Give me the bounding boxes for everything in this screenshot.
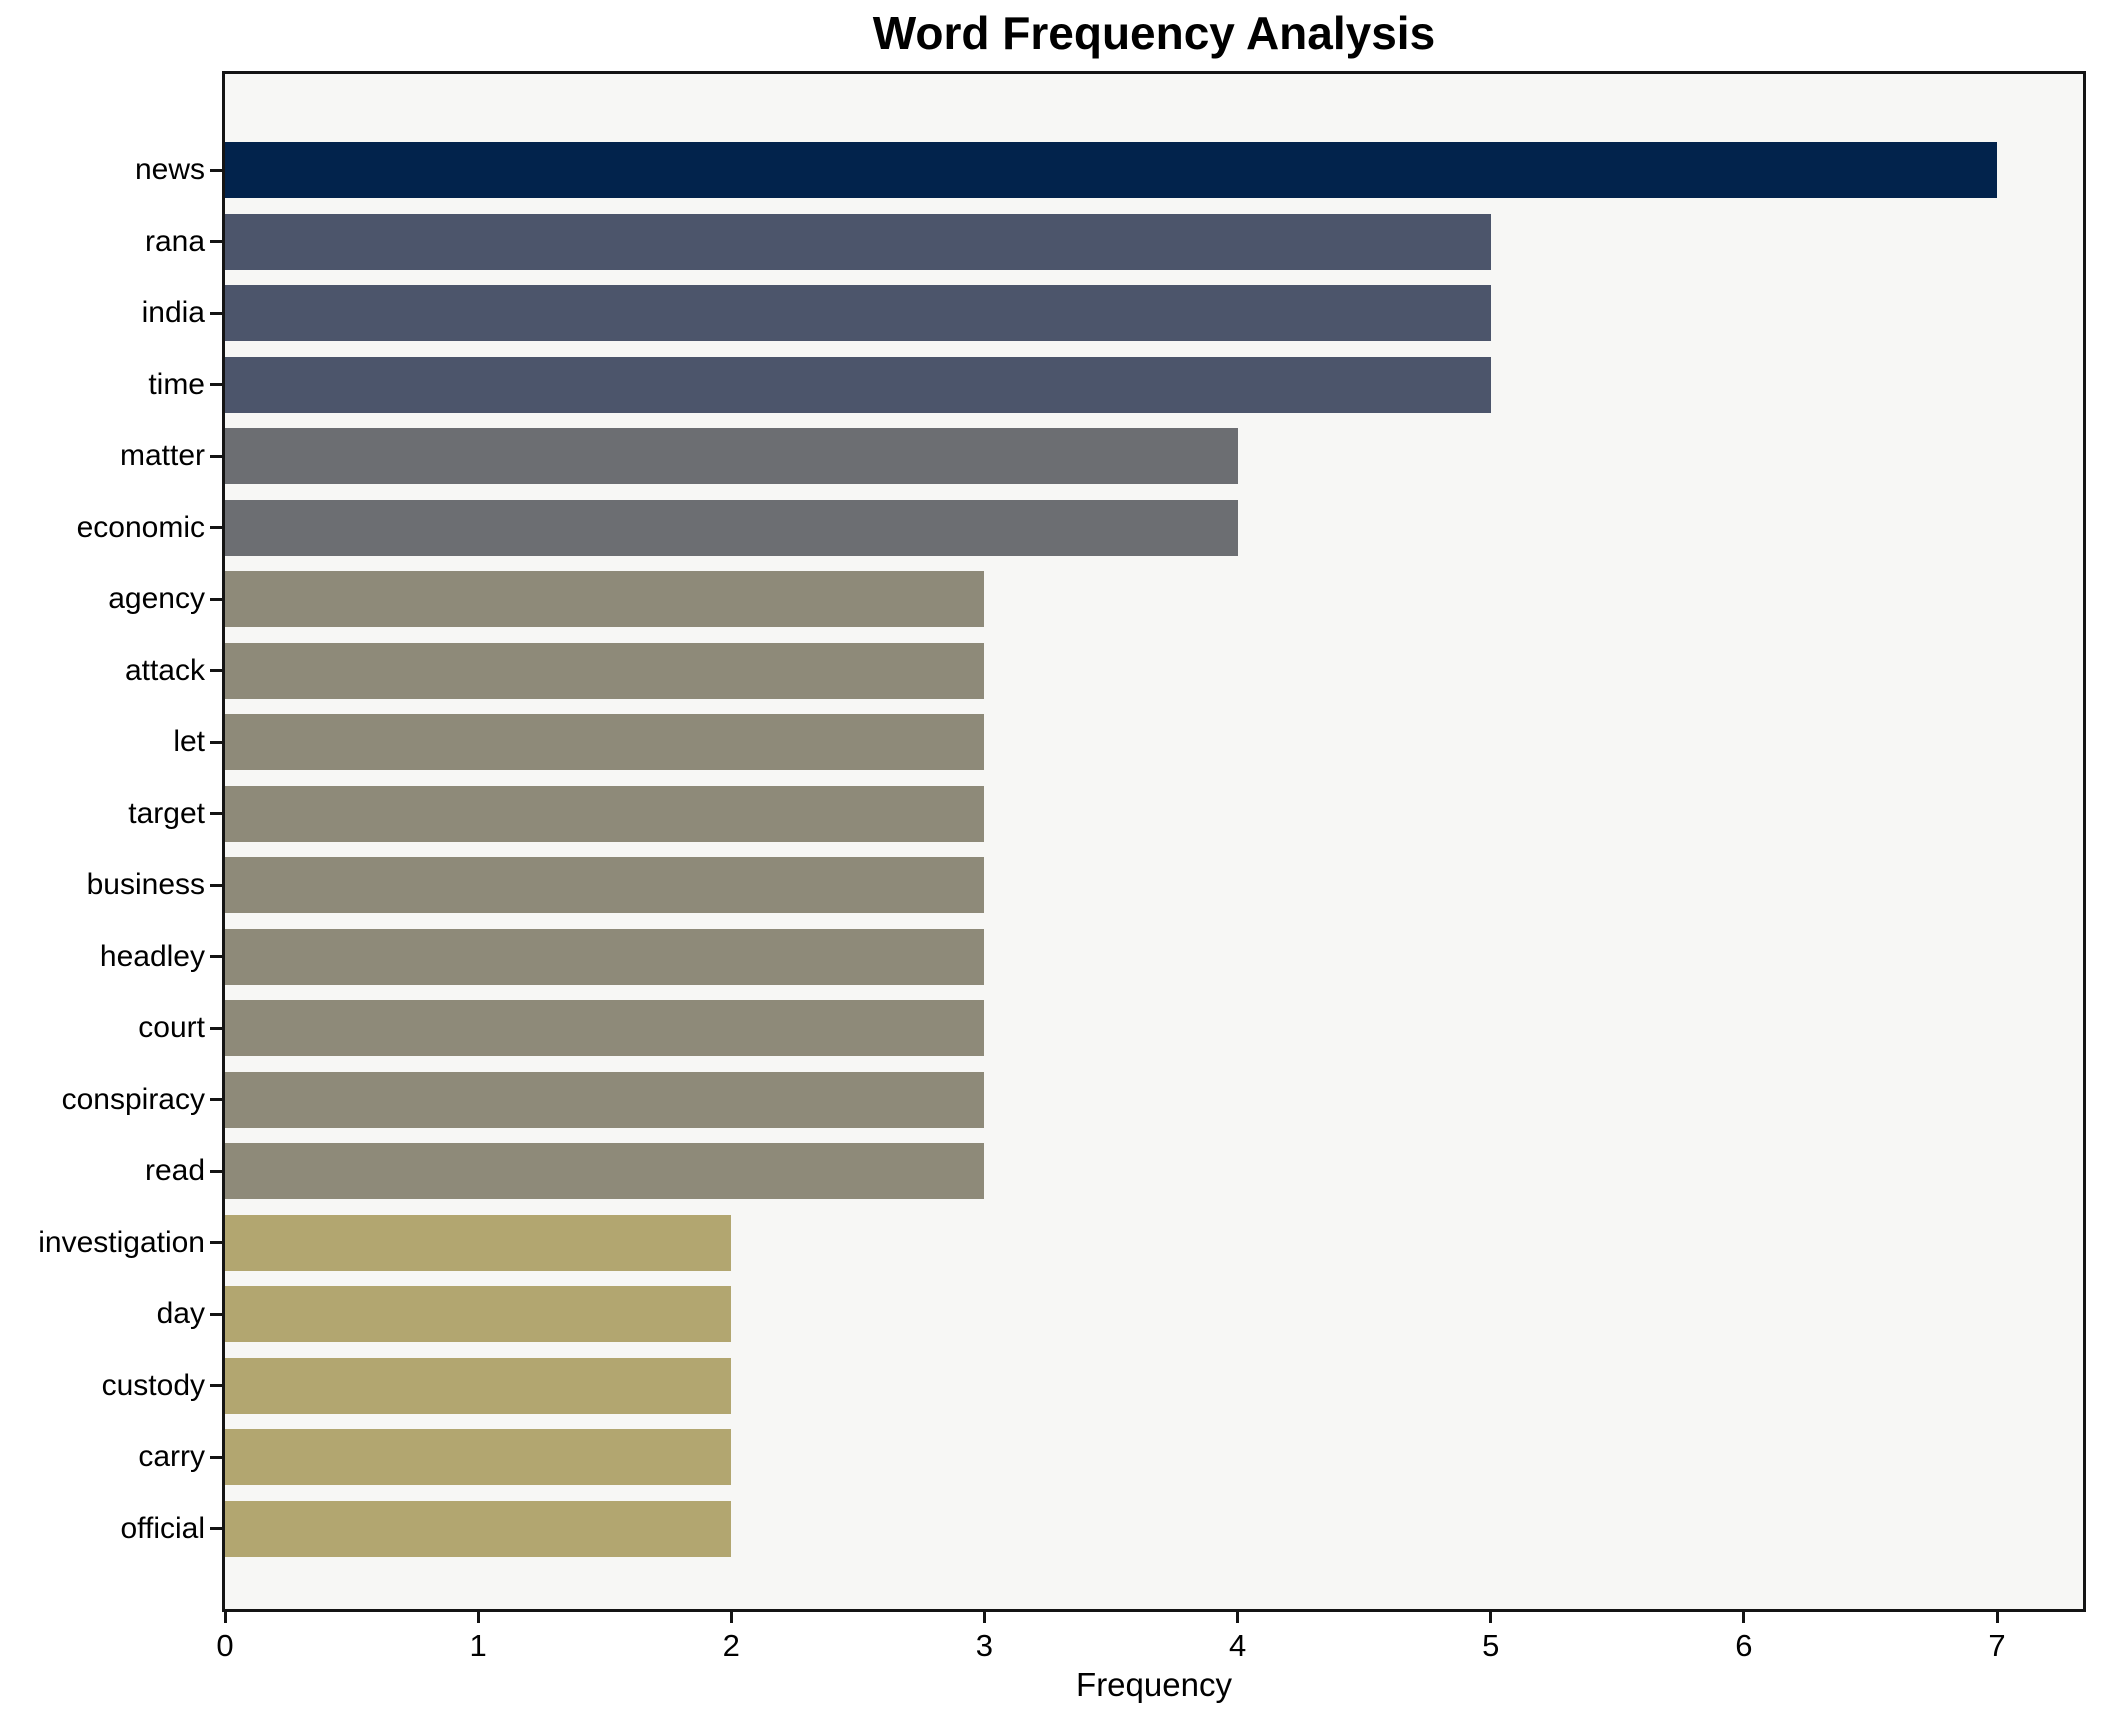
bar-time — [225, 356, 1491, 413]
y-tick-label-target: target — [128, 796, 205, 830]
y-tick-mark-rana — [210, 240, 222, 243]
y-tick-label-day: day — [156, 1297, 205, 1330]
y-tick-label-matter: matter — [119, 439, 205, 472]
x-axis-label: Frequency — [1076, 1666, 1232, 1703]
x-tick-mark-7 — [1995, 1612, 1999, 1623]
x-tick-label-3: 3 — [975, 1628, 994, 1663]
bar-day — [225, 1286, 731, 1342]
y-tick-mark-business — [210, 883, 222, 887]
y-tick-mark-custody — [210, 1384, 222, 1387]
x-tick-label-6: 6 — [1735, 1628, 1753, 1663]
x-tick-label-2: 2 — [722, 1628, 740, 1663]
y-tick-label-rana: rana — [144, 224, 205, 258]
x-tick-mark-2 — [729, 1612, 733, 1623]
y-tick-mark-agency — [210, 597, 222, 601]
y-tick-mark-conspiracy — [210, 1098, 222, 1101]
y-tick-mark-carry — [210, 1455, 222, 1459]
bar-headley — [225, 928, 984, 985]
y-tick-mark-target — [210, 812, 222, 815]
y-tick-mark-investigation — [210, 1241, 222, 1244]
bar-target — [225, 785, 984, 842]
x-tick-mark-5 — [1489, 1612, 1493, 1623]
y-tick-label-custody: custody — [101, 1368, 205, 1402]
bar-conspiracy — [225, 1071, 984, 1128]
bar-court — [225, 1000, 984, 1056]
bar-news — [225, 142, 1997, 198]
y-tick-mark-read — [210, 1169, 222, 1173]
x-tick-label-7: 7 — [1988, 1628, 2006, 1663]
bar-business — [225, 857, 984, 913]
y-tick-label-carry: carry — [138, 1440, 205, 1473]
x-tick-label-1: 1 — [469, 1628, 487, 1663]
y-tick-mark-news — [210, 168, 222, 172]
y-tick-mark-attack — [210, 669, 222, 672]
y-tick-mark-court — [210, 1026, 222, 1030]
x-tick-label-4: 4 — [1228, 1628, 1247, 1663]
y-tick-mark-let — [210, 740, 222, 744]
y-tick-mark-time — [210, 383, 222, 386]
y-tick-label-india: india — [141, 296, 205, 329]
bar-india — [225, 285, 1491, 341]
y-tick-label-conspiracy: conspiracy — [61, 1082, 205, 1116]
x-tick-mark-6 — [1742, 1612, 1746, 1623]
y-tick-label-court: court — [138, 1011, 205, 1044]
y-tick-mark-india — [210, 311, 222, 315]
x-tick-mark-4 — [1236, 1612, 1240, 1623]
y-tick-label-read: read — [144, 1154, 205, 1187]
bar-economic — [225, 499, 1238, 556]
bar-read — [225, 1143, 984, 1199]
y-tick-label-time: time — [148, 367, 205, 401]
bar-rana — [225, 213, 1491, 270]
y-tick-label-headley: headley — [99, 939, 205, 973]
y-tick-label-let: let — [173, 725, 205, 758]
y-tick-mark-matter — [210, 454, 222, 458]
bar-attack — [225, 642, 984, 699]
bar-let — [225, 714, 984, 770]
y-tick-label-business: business — [86, 868, 205, 901]
plot-area — [222, 71, 2086, 1612]
y-tick-mark-day — [210, 1312, 222, 1316]
y-tick-mark-economic — [210, 526, 222, 529]
x-tick-mark-0 — [223, 1612, 227, 1623]
y-tick-label-investigation: investigation — [38, 1225, 205, 1259]
bar-carry — [225, 1429, 731, 1485]
bar-agency — [225, 571, 984, 627]
bar-investigation — [225, 1214, 731, 1271]
y-tick-label-attack: attack — [124, 653, 205, 687]
y-tick-mark-official — [210, 1527, 222, 1530]
y-tick-label-official: official — [120, 1511, 206, 1545]
bar-official — [225, 1500, 731, 1557]
x-tick-mark-1 — [476, 1612, 480, 1623]
x-tick-label-5: 5 — [1482, 1628, 1500, 1663]
y-tick-label-agency: agency — [108, 582, 205, 615]
x-tick-mark-3 — [982, 1612, 986, 1623]
bar-matter — [225, 428, 1238, 484]
chart-title: Word Frequency Analysis — [872, 7, 1436, 59]
y-tick-label-news: news — [134, 153, 205, 186]
y-tick-mark-headley — [210, 955, 222, 958]
x-tick-label-0: 0 — [216, 1628, 234, 1663]
bars-layer — [225, 74, 2083, 1609]
bar-custody — [225, 1357, 731, 1414]
y-tick-label-economic: economic — [76, 510, 205, 544]
